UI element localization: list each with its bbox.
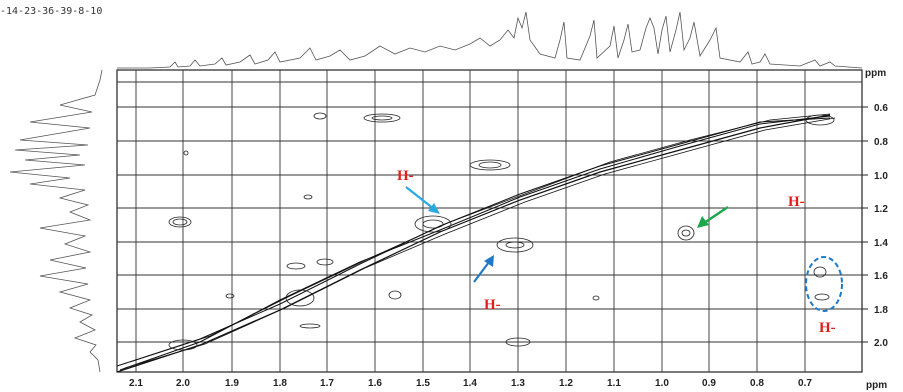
x-tick-label: 1.5 xyxy=(416,378,430,389)
cross-peak xyxy=(303,194,313,200)
cross-peak xyxy=(813,266,827,278)
y-axis-ticks: 0.6 0.8 1.0 1.2 1.4 1.6 1.8 2.0 xyxy=(874,103,888,349)
cross-peak xyxy=(388,290,402,300)
annotation-h-label: H- xyxy=(397,168,414,184)
x-tick-label: 2.1 xyxy=(129,378,143,389)
cross-peak xyxy=(183,150,189,156)
cross-peak xyxy=(371,115,393,121)
arrow-green xyxy=(697,206,729,228)
cross-peak xyxy=(285,289,315,307)
vertical-gridlines xyxy=(135,70,806,372)
cross-peak xyxy=(313,112,327,120)
annotation-h-label: H- xyxy=(819,320,836,336)
left-projection-trace xyxy=(9,69,103,373)
x-tick-label: 1.8 xyxy=(273,378,287,389)
cross-peak xyxy=(805,114,835,126)
x-tick-label: 1.7 xyxy=(320,378,334,389)
cross-peak xyxy=(496,237,534,253)
annotation-h-label: H- xyxy=(484,297,501,313)
y-tick-label: 1.0 xyxy=(874,171,888,182)
top-projection-trace xyxy=(117,11,863,69)
cross-peak xyxy=(172,218,188,226)
experiment-label: -14-23-36-39-8-10 xyxy=(0,6,103,17)
cross-peak xyxy=(225,293,235,299)
y-tick-label: 0.6 xyxy=(874,103,888,114)
cross-peak xyxy=(469,159,511,171)
cross-peak xyxy=(363,113,401,123)
y-axis-unit: ppm xyxy=(865,68,886,79)
cross-peak xyxy=(505,337,531,347)
x-tick-label: 1.1 xyxy=(607,378,621,389)
cross-peak xyxy=(316,258,334,266)
cross-peak xyxy=(592,295,600,301)
cross-peak xyxy=(814,293,830,301)
y-tick-label: 1.4 xyxy=(874,238,888,249)
y-tick-label: 1.2 xyxy=(874,204,888,215)
y-tick-label: 1.8 xyxy=(874,305,888,316)
y-tick-label: 0.8 xyxy=(874,137,888,148)
x-axis-unit: ppm xyxy=(866,380,887,391)
x-tick-label: 1.0 xyxy=(655,378,669,389)
x-tick-label: 2.0 xyxy=(176,378,190,389)
y-tick-label: 2.0 xyxy=(874,338,888,349)
cross-peak xyxy=(505,241,525,249)
cross-peak xyxy=(677,225,695,241)
y-tick-label: 1.6 xyxy=(874,271,888,282)
cross-peak xyxy=(286,262,306,270)
x-tick-label: 0.8 xyxy=(750,378,764,389)
x-axis-ticks: 2.1 2.0 1.9 1.8 1.7 1.6 1.5 1.4 1.3 1.2 … xyxy=(129,378,812,389)
highlight-dashed-ellipse xyxy=(805,256,843,312)
cross-peak xyxy=(168,216,192,228)
cross-peak xyxy=(422,219,444,229)
arrow-blue xyxy=(473,255,494,283)
cross-peak xyxy=(681,229,691,237)
horizontal-gridlines xyxy=(117,81,862,343)
x-tick-label: 0.7 xyxy=(798,378,812,389)
annotation-h-label: H- xyxy=(788,194,805,210)
x-tick-label: 1.9 xyxy=(225,378,239,389)
cross-peaks xyxy=(168,112,835,351)
x-tick-label: 1.2 xyxy=(559,378,573,389)
x-tick-label: 1.6 xyxy=(368,378,382,389)
x-tick-label: 0.9 xyxy=(702,378,716,389)
cross-peak xyxy=(414,215,452,233)
cross-peak xyxy=(168,339,198,351)
diagonal-contours xyxy=(117,113,836,372)
cross-peak xyxy=(478,161,502,169)
y-tick-marks xyxy=(862,106,868,343)
arrow-cyan xyxy=(405,186,440,214)
cross-peak xyxy=(299,323,321,329)
plot-frame xyxy=(116,69,863,373)
x-tick-label: 1.3 xyxy=(511,378,525,389)
x-tick-label: 1.4 xyxy=(463,378,477,389)
